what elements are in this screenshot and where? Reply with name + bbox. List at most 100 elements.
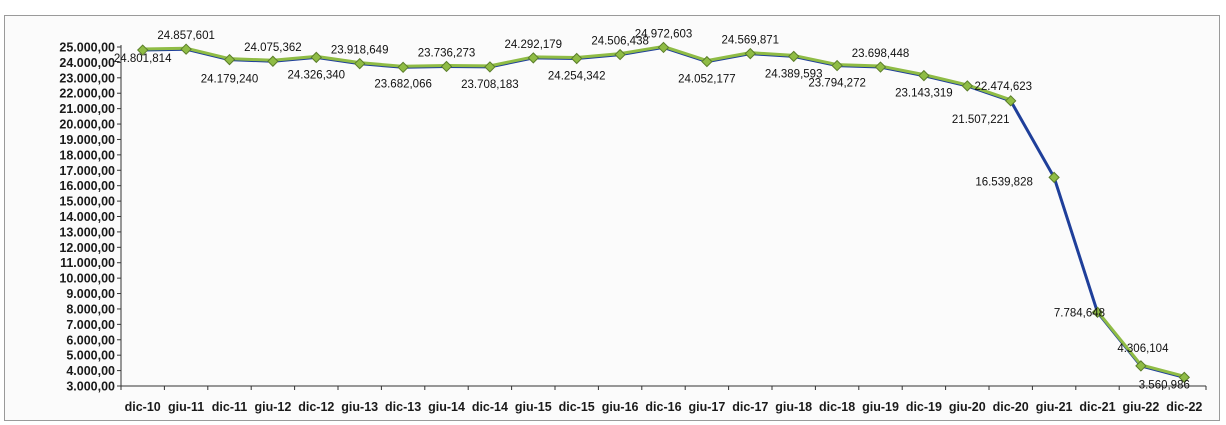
data-point-marker — [701, 55, 713, 68]
series-markers — [136, 41, 1191, 384]
data-label: 23.708,183 — [461, 79, 519, 91]
data-point-marker — [874, 61, 887, 73]
data-point-marker — [1178, 371, 1191, 384]
x-tick-label: dic-10 — [125, 400, 161, 414]
data-label: 24.389,593 — [765, 68, 823, 80]
y-tick-label: 9.000,00 — [66, 287, 115, 301]
series-segment-over — [705, 51, 752, 63]
data-label: 22.474,623 — [975, 81, 1033, 93]
y-tick-label: 3.000,00 — [66, 380, 115, 394]
x-tick-label: giu-21 — [1036, 400, 1073, 414]
data-label: 7.784,648 — [1054, 307, 1105, 319]
x-tick-label: dic-20 — [993, 400, 1029, 414]
series-segment-over — [792, 53, 839, 67]
data-label: 24.801,814 — [114, 53, 172, 65]
chart-frame — [4, 15, 1220, 421]
data-point-marker — [527, 52, 540, 64]
data-point-marker — [1048, 171, 1060, 184]
data-label: 24.972,603 — [635, 28, 693, 40]
data-point-marker — [397, 61, 409, 74]
data-label: 21.507,221 — [952, 114, 1010, 126]
series-segment-over — [1096, 309, 1143, 367]
data-point-marker — [1004, 95, 1017, 107]
x-tick-label: giu-12 — [254, 400, 291, 414]
y-tick-label: 7.000,00 — [66, 318, 115, 332]
series-segment-over — [531, 55, 579, 59]
series-segment-over — [965, 83, 1013, 102]
x-tick-label: giu-19 — [862, 400, 899, 414]
y-tick-label: 14.000,00 — [59, 210, 115, 224]
y-tick-label: 15.000,00 — [59, 195, 115, 209]
data-point-marker — [744, 47, 757, 60]
x-tick-label: dic-13 — [385, 400, 421, 414]
data-point-marker — [961, 80, 974, 92]
series-segment-over — [618, 44, 665, 56]
data-label: 23.794,272 — [808, 78, 866, 90]
data-label: 24.254,342 — [548, 70, 606, 82]
data-point-marker — [831, 59, 843, 72]
x-tick-label: dic-18 — [819, 400, 855, 414]
y-tick-label: 6.000,00 — [66, 333, 115, 347]
x-tick-label: giu-11 — [168, 400, 204, 414]
data-label: 23.143,319 — [895, 88, 953, 100]
y-tick-label: 21.000,00 — [59, 102, 115, 116]
data-point-marker — [1091, 306, 1104, 318]
data-point-marker — [1135, 360, 1147, 372]
y-tick-label: 16.000,00 — [59, 179, 115, 193]
data-label: 24.569,871 — [722, 35, 780, 47]
x-tick-label: giu-13 — [341, 400, 378, 414]
data-point-marker — [570, 52, 583, 65]
series-segment-over — [1139, 363, 1186, 378]
data-label: 3.560,986 — [1139, 379, 1190, 391]
data-point-marker — [180, 43, 192, 55]
data-point-marker — [657, 41, 670, 54]
y-tick-label: 24.000,00 — [59, 56, 115, 70]
y-tick-label: 22.000,00 — [59, 87, 115, 101]
y-tick-label: 12.000,00 — [59, 241, 115, 255]
series-segment-over — [575, 52, 622, 59]
data-label: 24.292,179 — [505, 39, 563, 51]
x-tick-label: dic-16 — [645, 400, 681, 414]
series-segment-over — [184, 46, 231, 61]
y-tick-label: 23.000,00 — [59, 71, 115, 85]
data-point-marker — [136, 44, 149, 56]
data-point-marker — [440, 60, 453, 73]
x-tick-label: dic-19 — [906, 400, 942, 414]
series-segment-over — [271, 54, 318, 62]
x-tick-label: giu-17 — [688, 400, 725, 414]
series-segment-under — [1009, 99, 1056, 179]
y-tick-label: 18.000,00 — [59, 148, 115, 162]
data-label: 24.052,177 — [678, 74, 736, 86]
series-segment-over — [835, 63, 882, 68]
series-segment-over — [922, 73, 969, 87]
y-tick-label: 20.000,00 — [59, 118, 115, 132]
data-label: 24.075,362 — [244, 42, 302, 54]
series-segment-over — [228, 57, 275, 62]
x-tick-label: giu-20 — [949, 400, 986, 414]
x-axis: dic-10 giu-11 dic-11 giu-12 dic-12 giu-13 dic-… — [120, 385, 1207, 414]
y-tick-label: 8.000,00 — [66, 302, 115, 316]
x-tick-label: dic-14 — [472, 400, 508, 414]
y-tick-label: 4.000,00 — [66, 364, 115, 378]
x-tick-label: giu-16 — [602, 400, 639, 414]
y-tick-label: 10.000,00 — [59, 272, 115, 286]
series-lines — [141, 44, 1186, 379]
x-tick-label: dic-17 — [732, 400, 768, 414]
data-label: 16.539,828 — [975, 176, 1033, 188]
data-label: 24.857,601 — [157, 30, 215, 42]
x-tick-label: dic-21 — [1079, 400, 1115, 414]
series-segment-over — [314, 54, 362, 65]
x-tick-label: dic-15 — [559, 400, 595, 414]
y-tick-label: 13.000,00 — [59, 225, 115, 239]
x-tick-label: giu-22 — [1122, 400, 1159, 414]
data-point-marker — [223, 53, 236, 66]
y-tick-label: 11.000,00 — [60, 256, 115, 270]
y-tick-label: 25.000,00 — [59, 41, 115, 55]
data-label: 23.698,448 — [852, 48, 910, 60]
data-label: 24.179,240 — [201, 74, 259, 86]
data-label: 23.736,273 — [418, 47, 476, 59]
x-tick-label: giu-18 — [775, 400, 812, 414]
data-label: 24.506,438 — [591, 36, 649, 48]
series-segment-over — [141, 46, 188, 51]
